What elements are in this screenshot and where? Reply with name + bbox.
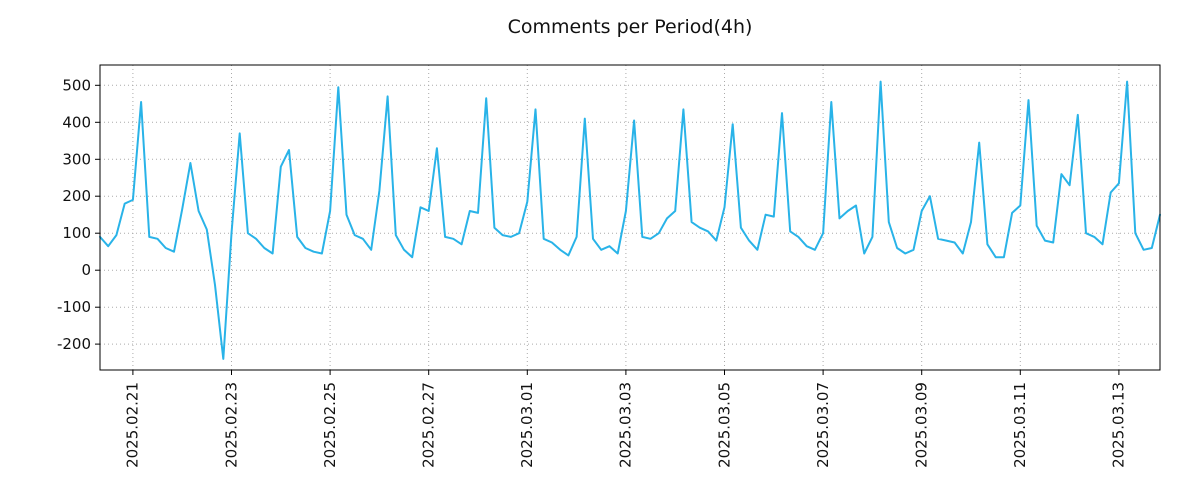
chart-title: Comments per Period(4h) — [507, 16, 753, 38]
y-grid — [100, 84, 1160, 345]
x-tick-label: 2025.03.05 — [715, 382, 733, 468]
x-tick-label: 2025.03.11 — [1011, 382, 1029, 468]
x-tick-label: 2025.02.25 — [321, 382, 339, 468]
series-line — [99, 80, 1161, 360]
y-tick-label: 100 — [62, 224, 91, 242]
axes-frame — [99, 64, 1161, 371]
y-tick-label: 400 — [62, 113, 91, 131]
y-tick-label: 300 — [62, 150, 91, 168]
y-tick-label: 0 — [81, 261, 91, 279]
y-tick-label: 200 — [62, 187, 91, 205]
x-tick-label: 2025.03.13 — [1110, 382, 1128, 468]
x-tick-label: 2025.03.09 — [913, 382, 931, 468]
y-tick-label: -200 — [57, 335, 91, 353]
x-tick-label: 2025.02.21 — [124, 382, 142, 468]
x-tick-label: 2025.03.03 — [617, 382, 635, 468]
x-tick-label: 2025.02.27 — [420, 382, 438, 468]
x-axis-ticks: 2025.02.21 2025.02.23 2025.02.25 2025.02.27… — [124, 370, 1128, 468]
plot-area — [100, 65, 1160, 370]
x-tick-label: 2025.02.23 — [222, 382, 240, 468]
x-tick-label: 2025.03.01 — [518, 382, 536, 468]
y-axis-ticks: -200 -100 0 100 200 300 400 500 — [57, 76, 100, 353]
y-tick-label: -100 — [57, 298, 91, 316]
y-tick-label: 500 — [62, 76, 91, 94]
x-tick-label: 2025.03.07 — [814, 382, 832, 468]
